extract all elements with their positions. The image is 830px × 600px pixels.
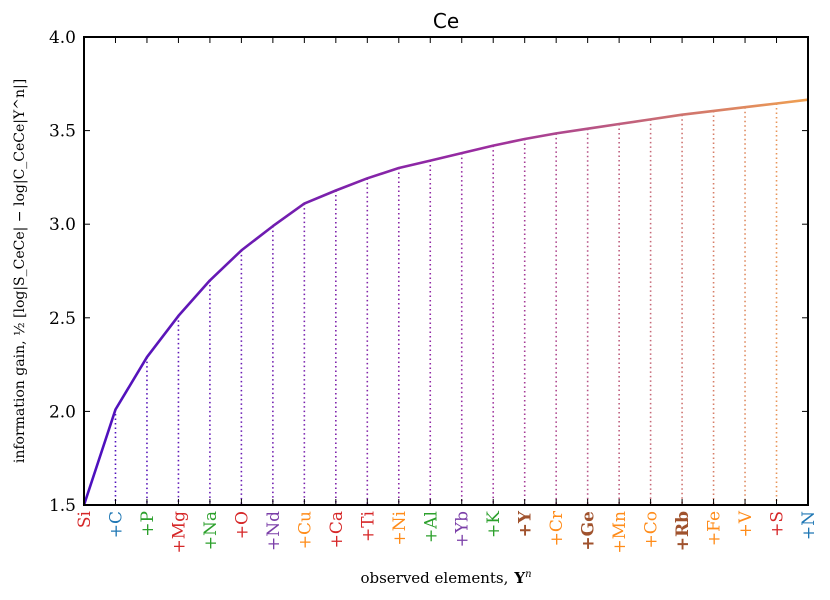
x-tick-label: +O xyxy=(232,511,252,539)
x-tick-label: +Ti xyxy=(358,510,378,542)
x-tick-label: +C xyxy=(106,511,126,538)
x-tick-label: +P xyxy=(138,511,158,537)
x-tick-label: +Ca xyxy=(327,511,347,548)
chart-title: Ce xyxy=(433,9,459,33)
y-tick-label: 2.5 xyxy=(49,309,76,329)
x-tick-label: +N xyxy=(799,511,819,540)
x-tick-label: +Ge xyxy=(579,511,599,551)
x-tick-label: +Al xyxy=(421,511,441,543)
x-tick-label: +Nd xyxy=(264,511,284,551)
y-axis-label: information gain, ½ [log|S_CeCe| − log|C… xyxy=(12,79,28,463)
x-tick-label: +Co xyxy=(642,511,662,549)
x-axis-label: observed elements, Yn xyxy=(360,569,531,587)
x-tick-label: +Mg xyxy=(169,511,189,554)
x-tick-label: +Na xyxy=(201,511,221,550)
x-tick-label: +Y xyxy=(516,510,536,537)
x-tick-label: +Cr xyxy=(547,510,567,546)
x-tick-label: Si xyxy=(75,510,95,528)
y-axis: 1.5 2.0 2.5 3.0 3.5 4.0 xyxy=(49,28,808,516)
x-axis-label-superscript: n xyxy=(525,569,531,580)
y-tick-label: 3.5 xyxy=(49,122,76,142)
x-tick-label: +S xyxy=(768,511,788,537)
x-tick-label: +Yb xyxy=(453,511,473,547)
x-axis-label-symbol: Y xyxy=(513,569,525,587)
x-tick-label: +K xyxy=(484,511,504,538)
series-line xyxy=(82,98,809,506)
plot-frame xyxy=(83,36,809,506)
x-tick-label: +Rb xyxy=(673,511,693,551)
y-tick-label: 4.0 xyxy=(49,28,76,48)
y-tick-label: 2.0 xyxy=(49,402,76,422)
drop-lines xyxy=(114,99,809,505)
x-tick-label: +Cu xyxy=(295,511,315,549)
x-tick-label: +Ni xyxy=(390,510,410,545)
x-axis-label-text: observed elements, xyxy=(360,569,508,587)
y-tick-label: 3.0 xyxy=(49,215,76,235)
plot-background xyxy=(84,37,808,505)
x-tick-label: +V xyxy=(736,510,756,537)
x-tick-label: +Fe xyxy=(705,511,725,546)
y-tick-label: 1.5 xyxy=(49,496,76,516)
x-tick-label: +Mn xyxy=(610,511,630,554)
x-axis: Si +C +P +Mg +Na +O +Nd +Cu +Ca +Ti +Ni +Al +Yb +K +Y +… xyxy=(75,37,819,554)
